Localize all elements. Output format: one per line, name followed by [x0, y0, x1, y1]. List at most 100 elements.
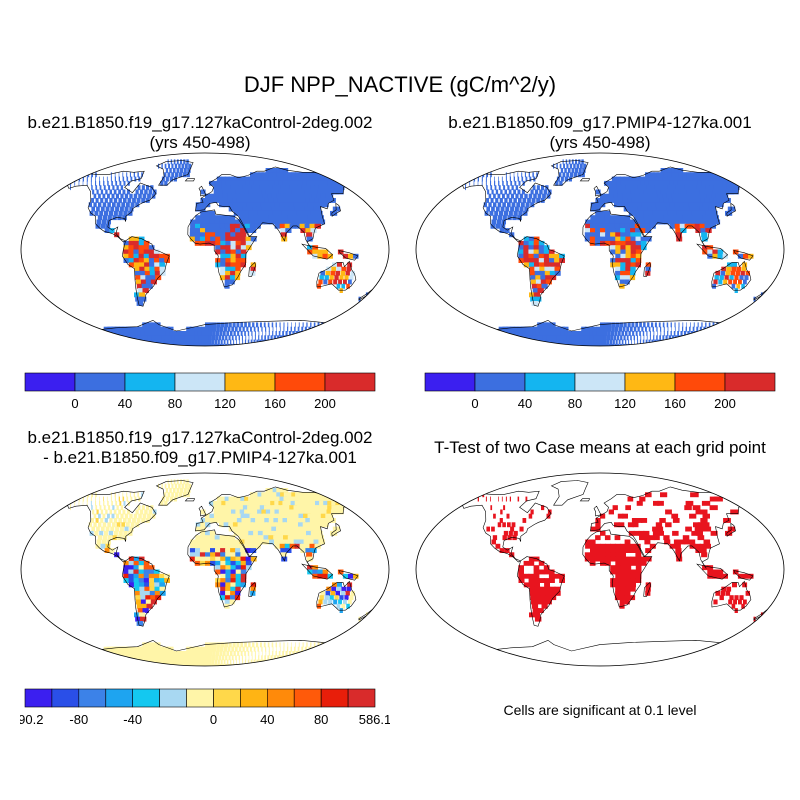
map-cell	[220, 586, 226, 592]
map-cell	[215, 228, 221, 233]
map-cell	[205, 236, 211, 242]
map-cell	[252, 642, 255, 648]
map-cell	[499, 198, 503, 203]
map-cell	[625, 266, 631, 272]
map-cell	[537, 322, 545, 328]
map-cell	[189, 232, 196, 238]
map-cell	[307, 659, 315, 665]
map-cell	[148, 573, 155, 579]
map-cell	[600, 193, 606, 199]
map-cell	[330, 270, 336, 276]
map-cell	[639, 322, 642, 328]
map-cell	[218, 509, 224, 515]
map-cell	[100, 189, 104, 195]
map-cell	[213, 500, 219, 506]
map-cell	[604, 180, 610, 186]
map-cell	[229, 223, 236, 229]
map-cell	[99, 180, 101, 186]
map-cell	[215, 249, 221, 255]
map-cell	[505, 206, 510, 212]
map-cell	[112, 215, 117, 221]
map-cell	[215, 232, 221, 238]
map-cell	[532, 608, 540, 613]
map-cell	[492, 535, 498, 541]
map-cell	[308, 539, 316, 545]
map-cell	[610, 335, 614, 341]
map-cell	[159, 582, 166, 588]
map-cell	[342, 573, 349, 579]
map-cell	[107, 500, 109, 506]
map-cell	[692, 343, 695, 346]
map-cell	[313, 206, 321, 212]
map-cell	[251, 655, 253, 661]
map-cell	[568, 339, 575, 345]
map-cell	[202, 663, 206, 666]
map-cell	[534, 590, 541, 596]
map-cell	[647, 189, 654, 195]
map-cell	[720, 193, 729, 199]
map-cell	[136, 603, 144, 609]
map-cell	[289, 513, 297, 519]
map-cell	[558, 326, 565, 332]
map-cell	[329, 275, 334, 281]
map-cell	[699, 543, 706, 549]
map-cell	[129, 492, 131, 498]
map-cell	[562, 326, 569, 332]
map-cell	[603, 339, 607, 345]
map-cell	[734, 275, 739, 281]
map-cell	[698, 219, 706, 225]
map-cell	[122, 492, 124, 498]
map-cell	[536, 172, 538, 178]
map-cell	[689, 193, 697, 199]
map-cell	[590, 202, 596, 208]
map-cell	[278, 535, 285, 541]
map-cell	[199, 236, 206, 242]
map-cell	[507, 535, 512, 541]
map-cell	[625, 505, 631, 511]
map-cell	[119, 500, 122, 506]
map-cell	[345, 270, 350, 276]
map-cell	[103, 176, 104, 182]
map-cell	[271, 526, 278, 532]
map-cell	[630, 232, 637, 238]
map-cell	[582, 168, 586, 173]
map-cell	[543, 578, 550, 583]
map-cell	[694, 339, 701, 345]
coastline-australia	[711, 580, 752, 611]
map-cell	[269, 539, 276, 545]
map-cell	[292, 655, 297, 661]
map-cell	[120, 339, 132, 345]
map-cell	[145, 279, 152, 285]
map-cell	[533, 565, 540, 571]
map-cell	[566, 172, 570, 178]
map-cell	[309, 543, 316, 549]
map-cell	[622, 513, 628, 519]
map-cell	[118, 492, 120, 498]
map-cell	[210, 556, 216, 562]
coastline-eurasia	[590, 486, 745, 569]
map-cell	[625, 228, 631, 233]
map-cell	[228, 642, 232, 648]
map-cell	[295, 335, 300, 341]
map-cell	[105, 659, 118, 665]
map-cell	[753, 296, 756, 302]
map-cell	[543, 189, 548, 195]
map-cell	[624, 595, 631, 601]
map-cell	[701, 236, 708, 242]
map-cell	[210, 663, 214, 666]
map-cell	[327, 253, 333, 259]
map-cell	[735, 270, 740, 276]
map-cell	[708, 206, 716, 212]
map-cell	[82, 176, 84, 182]
map-cell	[96, 206, 100, 212]
map-cell	[302, 339, 309, 345]
map-cell	[348, 599, 352, 605]
map-cell	[625, 245, 632, 251]
map-cell	[660, 326, 662, 332]
map-cell	[133, 556, 140, 562]
map-cell	[663, 215, 670, 221]
map-cell	[226, 651, 230, 656]
map-cell	[317, 535, 324, 541]
map-cell	[490, 172, 492, 178]
map-cell	[581, 339, 587, 345]
